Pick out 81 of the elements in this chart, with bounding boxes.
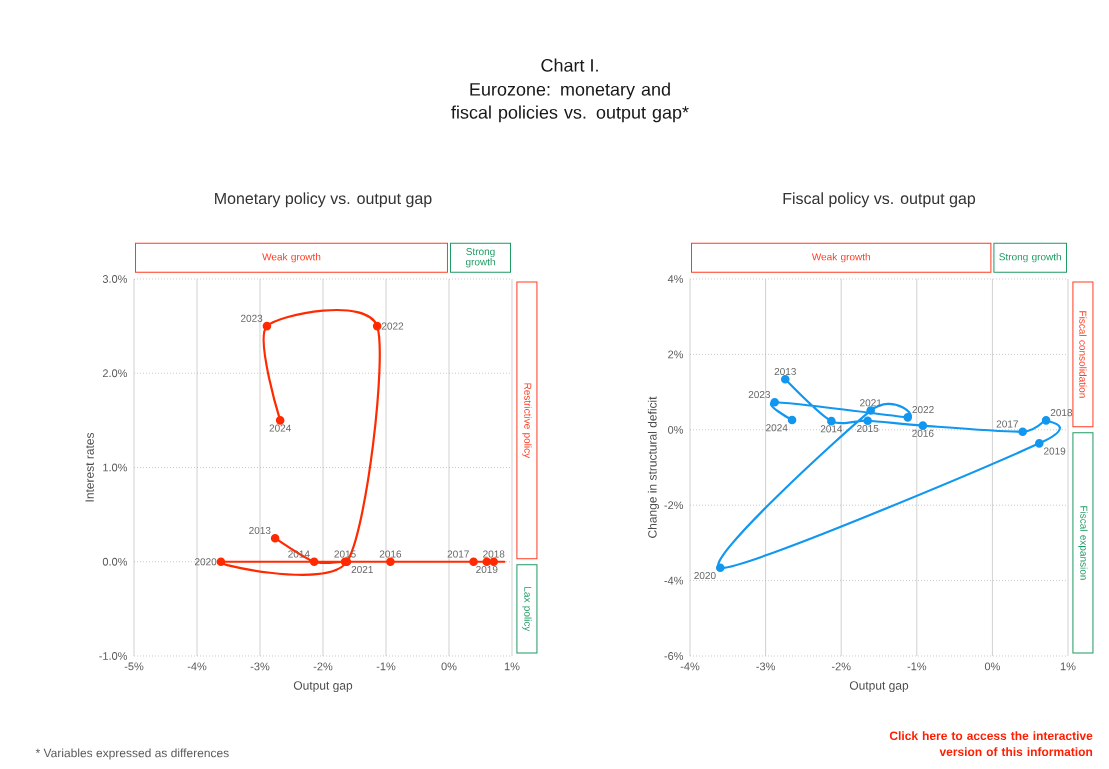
text: Strong growth xyxy=(465,248,495,268)
point xyxy=(1034,439,1044,448)
annotation: 2013 xyxy=(774,368,796,376)
annotation: 2019 xyxy=(1043,447,1066,455)
point xyxy=(216,557,226,567)
x-tick-label: -1% xyxy=(376,662,396,671)
text: Eurozone: monetary and fiscal policies vs. output gap* xyxy=(451,82,689,123)
text: Strong growth xyxy=(999,253,1061,263)
point xyxy=(1041,416,1051,425)
x-tick-label: -3% xyxy=(250,662,270,671)
annotation: 2021 xyxy=(351,565,373,574)
annotation: 2017 xyxy=(996,420,1018,428)
text: Fiscal consolidation xyxy=(1079,311,1087,398)
point xyxy=(309,557,319,567)
text: Chart I. xyxy=(541,58,598,72)
text: Weak growth xyxy=(811,253,870,263)
text: Restrictive policy xyxy=(522,383,532,459)
annotation: 2017 xyxy=(447,550,469,558)
y-axis-title: Interest rates xyxy=(85,432,94,502)
point xyxy=(770,397,779,407)
annotation: 2024 xyxy=(269,424,291,432)
x-tick-label: 1% xyxy=(504,662,520,671)
point xyxy=(372,321,382,331)
x-tick-label: -1% xyxy=(907,662,927,671)
x-tick-label: -4% xyxy=(187,662,207,671)
x-tick-label: 1% xyxy=(1060,662,1076,671)
point xyxy=(780,374,790,384)
y-tick-label: -6% xyxy=(664,652,684,660)
chart-title: Monetary policy vs. output gap xyxy=(215,192,432,208)
point xyxy=(262,321,272,331)
annotation: 2022 xyxy=(381,322,404,330)
annotation: 2021 xyxy=(860,399,882,407)
x-tick-label: 0% xyxy=(984,662,1000,671)
point xyxy=(469,557,478,567)
point xyxy=(827,416,836,426)
text: Lax policy xyxy=(522,587,532,632)
annotation: 2023 xyxy=(240,314,263,322)
y-tick-label: 0% xyxy=(668,425,684,434)
annotation: 2024 xyxy=(766,424,788,432)
point xyxy=(386,557,395,567)
y-tick-label: -4% xyxy=(664,576,684,585)
x-tick-label: -2% xyxy=(831,662,851,671)
point xyxy=(863,416,872,426)
y-tick-label: 1.0% xyxy=(103,463,128,472)
annotation: 2018 xyxy=(1050,409,1073,417)
x-axis-title: Output gap xyxy=(293,681,353,693)
annotation: 2016 xyxy=(379,550,402,558)
annotation: 2016 xyxy=(912,429,934,437)
y-tick-label: -2% xyxy=(664,501,684,510)
y-tick-label: 3.0% xyxy=(102,275,128,283)
annotation: 2022 xyxy=(912,406,934,414)
y-axis-title: Change in structural deficit xyxy=(647,396,660,538)
text: Weak growth xyxy=(262,253,321,263)
y-tick-label: 4% xyxy=(667,275,684,283)
x-tick-label: -3% xyxy=(756,662,775,671)
point xyxy=(1018,427,1027,436)
annotation: 2023 xyxy=(748,391,771,399)
x-axis-title: Output gap xyxy=(849,681,909,693)
annotation: 2020 xyxy=(694,571,716,580)
annotation: 2015 xyxy=(857,424,879,433)
y-tick-label: 2.0% xyxy=(102,369,128,378)
y-tick-label: -1.0% xyxy=(99,652,128,660)
annotation: 2018 xyxy=(483,550,505,558)
point xyxy=(787,415,797,425)
text: * Variables expressed as differences xyxy=(35,748,229,760)
x-tick-label: -2% xyxy=(313,662,333,671)
annotation: 2020 xyxy=(195,558,217,566)
chart-title: Fiscal policy vs. output gap xyxy=(783,192,976,208)
text: Fiscal expansion xyxy=(1078,506,1088,580)
annotation: 2013 xyxy=(249,526,271,534)
point xyxy=(715,563,725,573)
annotation: 2014 xyxy=(820,425,843,433)
x-tick-label: 0% xyxy=(441,662,457,671)
x-tick-label: -4% xyxy=(680,662,700,671)
x-tick-label: -5% xyxy=(124,662,144,671)
y-tick-label: 0.0% xyxy=(102,557,128,566)
text: Click here to access the interactive version of this information xyxy=(889,731,1093,756)
point xyxy=(270,533,280,543)
annotation: 2019 xyxy=(476,565,498,574)
point xyxy=(903,413,913,422)
y-tick-label: 2% xyxy=(668,350,684,359)
